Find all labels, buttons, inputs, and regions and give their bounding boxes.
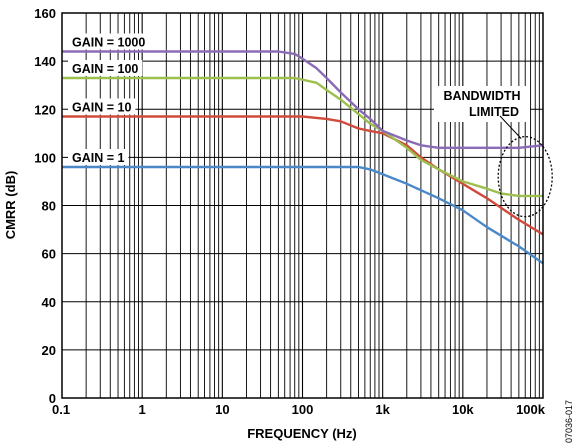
y-tick-label: 60 <box>42 247 56 262</box>
series-labels: GAIN = 1000 GAIN = 100 GAIN = 10 GAIN = 1 <box>68 33 150 165</box>
series-label: GAIN = 1000 <box>72 36 145 50</box>
x-tick-label: 0.1 <box>52 402 70 417</box>
series-line-gain-1 <box>62 165 544 265</box>
series-line-gain-100 <box>62 76 543 198</box>
annotation-background <box>434 86 530 122</box>
series-label-background <box>68 33 150 50</box>
figure-id: 07036-017 <box>564 400 574 443</box>
series-line-gain-1000 <box>62 50 544 150</box>
series-label: GAIN = 10 <box>72 100 131 114</box>
y-tick-label: 40 <box>42 295 56 310</box>
y-tick-label: 20 <box>42 343 56 358</box>
annotation-leader <box>499 115 522 139</box>
y-tick-label: 140 <box>34 54 56 69</box>
tick-labels: 0 20 40 60 80 100 120 140 160 0.1 1 10 100 1k 10k 100k <box>34 6 545 417</box>
series-label: GAIN = 100 <box>72 62 138 76</box>
x-axis-title: FREQUENCY (Hz) <box>247 426 357 441</box>
series-label: GAIN = 1 <box>72 151 124 165</box>
x-tick-label: 1 <box>139 402 146 417</box>
x-tick-label: 100 <box>292 402 314 417</box>
x-tick-label: 100k <box>516 402 546 417</box>
plot-frame <box>61 12 544 399</box>
annotation-text: LIMITED <box>469 105 519 119</box>
series-label-background <box>68 59 143 76</box>
y-tick-label: 80 <box>42 199 56 214</box>
series-label-background <box>68 149 129 165</box>
y-tick-label: 120 <box>34 102 56 117</box>
x-tick-label: 10 <box>215 402 229 417</box>
x-tick-label: 10k <box>452 402 474 417</box>
y-tick-label: 160 <box>34 6 56 21</box>
series-lines <box>62 50 544 265</box>
x-tick-label: 1k <box>375 402 390 417</box>
y-axis-title: CMRR (dB) <box>3 171 18 240</box>
annotation-text: BANDWIDTH <box>443 89 520 103</box>
y-tick-label: 100 <box>34 150 56 165</box>
y-tick-label: 0 <box>49 391 56 406</box>
series-label-background <box>68 98 136 115</box>
series-line-gain-10 <box>62 115 544 236</box>
annotation-ellipse <box>497 135 553 218</box>
bandwidth-annotation: BANDWIDTH LIMITED <box>434 86 553 218</box>
